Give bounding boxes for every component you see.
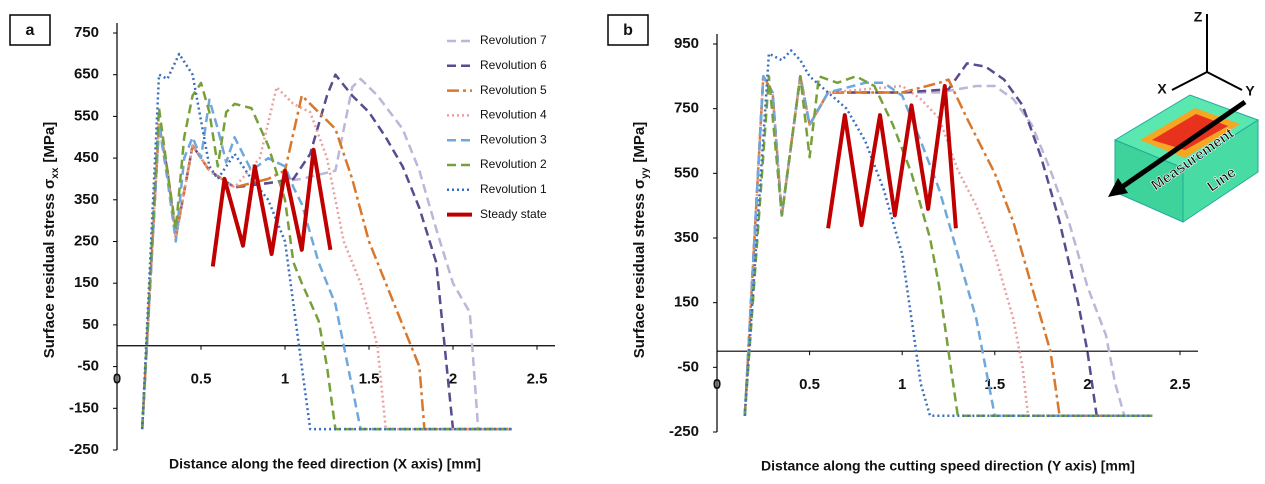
legend-label: Revolution 2 (480, 157, 547, 171)
series-line (140, 81, 512, 431)
y-tick-label: 150 (74, 274, 99, 291)
y-tick-label: 650 (74, 66, 99, 83)
y-tick-label: 150 (674, 294, 699, 311)
panel-label-box (607, 14, 649, 46)
panel-label: b (623, 22, 633, 39)
series-line (140, 73, 512, 431)
y-axis-title-sub: yy (640, 167, 651, 179)
y-tick-label: 550 (674, 164, 699, 181)
y-axis-title-unit: [MPa] (631, 122, 648, 163)
x-tick-label: 0 (113, 371, 121, 388)
inset-x-axis (1171, 71, 1208, 91)
inset-label: X (1157, 81, 1167, 97)
series-line (140, 52, 512, 431)
y-tick-label: 50 (82, 316, 99, 333)
y-axis-title-unit: [MPa] (41, 122, 58, 163)
series-line (210, 147, 333, 267)
y-tick-label: 250 (74, 232, 99, 249)
y-tick-label: -150 (69, 399, 99, 416)
y-tick-label: -50 (77, 358, 99, 375)
y-tick-label: -250 (69, 441, 99, 458)
legend-label: Revolution 3 (480, 132, 547, 146)
legend-label: Steady state (480, 207, 547, 221)
inset-diagram (1108, 14, 1260, 223)
x-axis-title: Distance along the cutting speed directi… (761, 458, 1135, 474)
panel-label: a (26, 22, 35, 39)
series-line (743, 75, 1153, 418)
y-tick-label: -250 (669, 423, 699, 440)
x-tick-label: 0 (713, 376, 721, 393)
x-tick-label: 2.5 (1170, 376, 1191, 393)
y-tick-label: 350 (674, 229, 699, 246)
x-axis-title: Distance along the feed direction (X axi… (169, 456, 481, 472)
series-line (743, 75, 1153, 418)
legend-label: Revolution 4 (480, 108, 547, 122)
y-tick-label: 750 (674, 100, 699, 117)
arrow-head (1108, 178, 1128, 197)
x-tick-label: 1.5 (359, 371, 380, 388)
y-tick-label: 450 (74, 149, 99, 166)
x-tick-label: 1 (281, 371, 289, 388)
x-tick-label: 0.5 (799, 376, 820, 393)
x-tick-label: 2 (449, 371, 457, 388)
legend-label: Revolution 5 (480, 83, 547, 97)
inset-y-axis (1206, 71, 1243, 91)
series-line (140, 98, 512, 431)
y-axis-title-sub: xx (50, 167, 61, 179)
x-tick-label: 2 (1083, 376, 1091, 393)
series-line (743, 75, 1153, 418)
y-tick-label: 750 (74, 24, 99, 41)
inset-label: Y (1245, 83, 1255, 99)
y-tick-label: 950 (674, 35, 699, 52)
panel-label-box (9, 14, 51, 46)
legend-label: Revolution 1 (480, 182, 547, 196)
inset-label: Z (1194, 9, 1203, 25)
measurement-arrow (1120, 99, 1247, 190)
y-axis-title: Surface residual stress σxx [MPa] (41, 122, 61, 359)
x-tick-label: 1 (898, 376, 906, 393)
x-tick-label: 2.5 (527, 371, 548, 388)
y-tick-label: -50 (677, 358, 699, 375)
y-axis-title-main: Surface residual stress σ (631, 179, 648, 359)
y-tick-label: 550 (74, 107, 99, 124)
y-axis-title-main: Surface residual stress σ (41, 179, 58, 359)
y-axis-title: Surface residual stress σyy [MPa] (631, 122, 651, 359)
inset-hot-zone (1152, 114, 1228, 150)
x-tick-label: 0.5 (191, 371, 212, 388)
inset-block-front (1182, 119, 1259, 223)
legend-label: Revolution 7 (480, 33, 547, 47)
series-line (826, 84, 958, 229)
y-tick-label: 350 (74, 191, 99, 208)
series-line (743, 49, 1153, 418)
legend-label: Revolution 6 (480, 58, 547, 72)
